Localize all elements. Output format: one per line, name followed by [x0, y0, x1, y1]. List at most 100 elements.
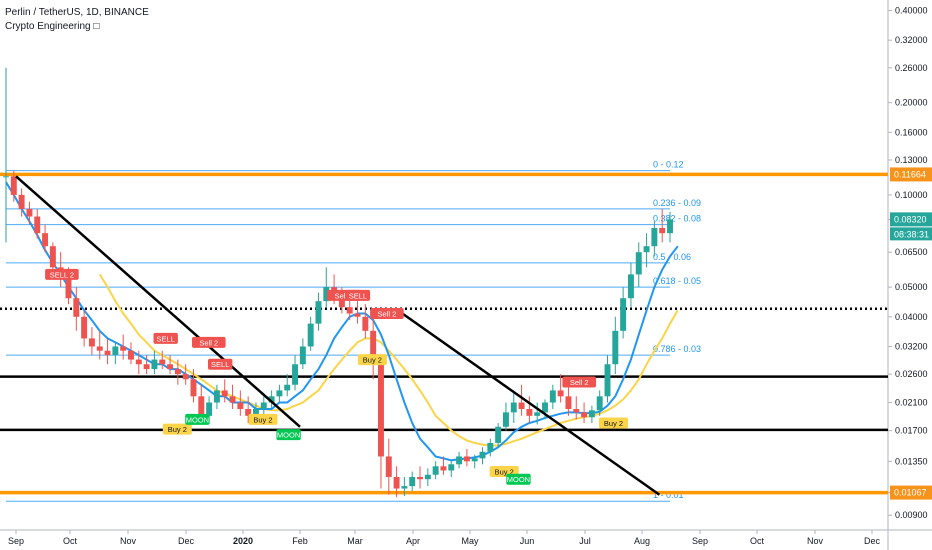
signal-badge — [370, 308, 404, 320]
candle-body — [612, 330, 619, 365]
candle-body — [96, 346, 103, 351]
price-tick-label: 0.02100 — [895, 398, 928, 408]
signal-text: Sell 2 — [199, 338, 218, 347]
price-tick-label: 0.20000 — [895, 98, 928, 108]
price-label-box — [890, 212, 932, 227]
candle-body — [18, 194, 25, 209]
candle-body — [440, 466, 447, 471]
candle-body — [49, 246, 56, 268]
moving-average-blue — [5, 181, 679, 462]
candle-body — [354, 313, 361, 317]
signal-text: Buy 2 — [253, 415, 272, 424]
candle-body — [260, 402, 267, 410]
candle-body — [268, 396, 275, 403]
candle-body — [104, 350, 111, 356]
candle-body — [409, 476, 416, 487]
time-tick-label: Sep — [8, 536, 24, 546]
candle-body — [206, 402, 213, 416]
signal-text: Buy 2 — [604, 419, 623, 428]
candle-body — [284, 384, 291, 391]
price-axis-panel[interactable] — [888, 0, 932, 530]
candle-body — [495, 426, 502, 443]
candle-body — [581, 412, 588, 418]
signal-sell: Sell 2 — [370, 308, 404, 320]
candle-body — [237, 402, 244, 410]
signal-text: Sell 2 — [570, 378, 589, 387]
candle-body — [534, 412, 541, 416]
signal-badge — [506, 473, 531, 485]
signal-buy: Buy 2 — [599, 417, 628, 429]
time-tick-label: May — [461, 536, 479, 546]
candle-body — [73, 298, 80, 317]
signal-text: Buy 2 — [495, 468, 514, 477]
candle-body — [487, 442, 494, 452]
signal-text: Sell 2 — [335, 291, 354, 300]
signal-badge — [185, 413, 210, 425]
signal-badge — [162, 423, 192, 435]
candle-body — [510, 402, 517, 413]
candle-body — [128, 350, 134, 360]
time-tick-label: Feb — [292, 536, 308, 546]
time-tick-label: Aug — [634, 536, 650, 546]
fib-level-label: 0.236 - 0.09 — [653, 198, 701, 208]
price-tick-label: 0.26000 — [895, 63, 928, 73]
moving-average-yellow — [98, 273, 679, 447]
signal-buy: Buy 2 — [357, 354, 387, 366]
signal-badge — [357, 354, 387, 366]
time-tick-label: Dec — [178, 536, 195, 546]
candle-body — [3, 176, 9, 178]
fib-level-label: 0.786 - 0.03 — [653, 344, 701, 354]
candle-body — [167, 364, 174, 370]
time-tick-label: Jun — [520, 536, 535, 546]
trendlines[interactable] — [15, 175, 661, 496]
signal-sell: SELL — [153, 332, 178, 344]
signal-badge — [599, 417, 628, 429]
candle-body — [549, 390, 556, 403]
signal-badge — [208, 358, 233, 370]
candle-body — [424, 474, 431, 480]
candle-body — [182, 374, 189, 380]
horizontal-lines[interactable] — [0, 172, 888, 495]
price-label-text: 0.08320 — [894, 214, 927, 224]
price-tick-label: 0.04000 — [895, 312, 928, 322]
candle-body — [221, 390, 228, 397]
price-tick-label: 0.03200 — [895, 341, 928, 351]
candle-body — [643, 246, 650, 253]
signal-badge — [192, 336, 226, 348]
fib-level-label: 0.5 - 0.06 — [653, 252, 691, 262]
fib-retracement[interactable]: 0 - 0.12 0.236 - 0.09 0.382 - 0.08 0.5 - 0.… — [6, 160, 701, 502]
signal-text: Buy 2 — [363, 356, 382, 365]
signal-sell: SELL — [345, 289, 371, 301]
candle-body — [667, 219, 673, 234]
indicator-title[interactable]: Crypto Engineering □ — [5, 21, 100, 32]
time-tick-label: 2020 — [233, 536, 253, 546]
countdown-box — [890, 227, 932, 241]
price-label-box — [890, 167, 932, 182]
signal-text: Buy 2 — [168, 425, 187, 434]
fib-level-label: 0 - 0.12 — [653, 160, 684, 170]
signal-text: SELL — [157, 334, 175, 343]
signal-text: SELL — [211, 360, 229, 369]
time-tick-label: Oct — [750, 536, 765, 546]
candle-body — [588, 410, 595, 418]
signal-text: Sell 2 — [378, 310, 397, 319]
candle-body — [26, 208, 33, 217]
price-tick-label: 0.05000 — [895, 282, 928, 292]
price-tick-label: 0.40000 — [895, 5, 928, 15]
candle-body — [401, 486, 408, 489]
candle-body — [120, 346, 127, 351]
moving-averages — [5, 181, 679, 462]
signal-text: MOON — [277, 431, 300, 440]
candles — [3, 67, 673, 498]
signal-text: MOON — [186, 415, 209, 424]
candle-body — [10, 176, 17, 195]
price-tick-label: 0.00900 — [895, 510, 928, 520]
time-tick-label: Nov — [807, 536, 824, 546]
signal-text: MOON — [507, 475, 530, 484]
time-tick-label: Apr — [406, 536, 420, 546]
signal-moon: MOON — [185, 413, 210, 425]
signal-moon: MOON — [276, 429, 301, 441]
countdown-text: 08:38:31 — [894, 229, 929, 239]
symbol-title[interactable]: Perlin / TetherUS, 1D, BINANCE — [5, 7, 149, 18]
